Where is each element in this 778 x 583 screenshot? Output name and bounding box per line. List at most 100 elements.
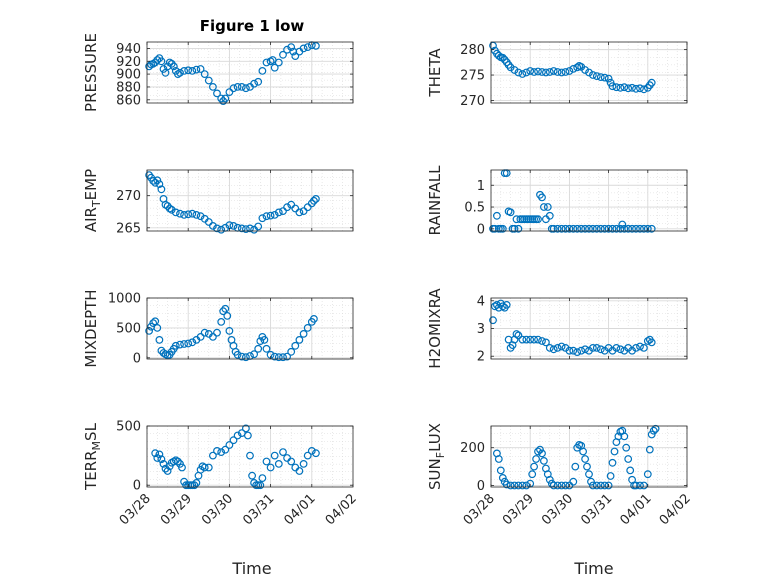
y-axis-label: THETA [426, 48, 444, 98]
data-point [542, 68, 550, 77]
y-axis-label: PRESSURE [82, 33, 100, 112]
data-point [270, 210, 279, 219]
data-point [270, 451, 279, 460]
data-point [213, 224, 221, 233]
data-point [589, 224, 597, 233]
data-point [553, 344, 562, 352]
data-point [188, 66, 197, 75]
data-point [592, 72, 601, 80]
data-point [587, 477, 595, 486]
axes-box [146, 169, 354, 232]
data-point [640, 224, 648, 233]
y-tick-label: 500 [116, 321, 141, 336]
data-point [530, 462, 538, 471]
data-point [632, 84, 640, 93]
data-point [569, 477, 578, 486]
data-point [624, 455, 633, 463]
data-point [287, 347, 296, 356]
data-point [512, 330, 521, 338]
data-point [545, 68, 554, 76]
panel-theta: 270 275 280 THETA [426, 41, 688, 109]
data-point [153, 324, 162, 332]
data-point [498, 474, 507, 482]
data-point [266, 463, 275, 472]
data-point [573, 348, 582, 357]
data-point [180, 66, 189, 75]
data-point [561, 68, 570, 76]
data-point [262, 457, 271, 466]
data-point [538, 68, 546, 76]
data-point [165, 58, 174, 67]
y-tick-label: 1000 [108, 292, 141, 307]
data-point [307, 447, 316, 455]
data-point [167, 205, 176, 214]
data-point [219, 307, 228, 316]
data-point [504, 335, 513, 344]
data-point [310, 196, 318, 205]
data-point [585, 470, 593, 479]
data-point [534, 67, 542, 76]
data-point [510, 66, 519, 74]
y-tick-label: 0 [133, 479, 141, 494]
data-point [604, 224, 613, 233]
panel-h2omixra: 2 3 4 H2OMIXRA [426, 288, 688, 369]
data-point [180, 210, 189, 219]
y-tick-label: 270 [460, 94, 485, 109]
data-point [557, 342, 566, 351]
data-point [538, 193, 546, 202]
data-point [522, 335, 531, 344]
data-point [246, 451, 254, 460]
data-point [279, 50, 287, 59]
data-point [518, 335, 527, 344]
data-point [624, 84, 633, 93]
data-point [545, 475, 554, 484]
data-point [176, 340, 184, 349]
data-point [155, 450, 164, 459]
x-axis-label-left: Time [231, 559, 271, 578]
data-point [274, 208, 283, 217]
data-point [233, 350, 242, 359]
y-tick-label: 860 [116, 93, 141, 108]
data-point [256, 481, 265, 490]
data-point [180, 340, 189, 348]
data-point [622, 443, 631, 452]
data-point [176, 209, 184, 218]
data-point [157, 455, 166, 464]
data-point [303, 43, 312, 51]
data-point [600, 73, 609, 82]
axes-box [490, 169, 688, 232]
data-point [581, 455, 589, 463]
data-point [192, 479, 201, 487]
data-point [169, 62, 178, 71]
data-point [291, 52, 300, 60]
data-point [600, 481, 609, 490]
data-point [510, 224, 519, 233]
data-point [608, 82, 617, 91]
data-point [565, 67, 574, 75]
axes-box [146, 297, 354, 360]
data-point [299, 460, 308, 468]
data-point [571, 462, 580, 471]
data-point [647, 430, 656, 439]
axes-box [490, 425, 688, 488]
data-point [241, 84, 250, 93]
data-point [643, 337, 652, 345]
data-point [190, 481, 199, 490]
data-point [295, 336, 304, 344]
data-point [229, 436, 238, 445]
data-point [557, 224, 566, 233]
data-point [241, 353, 250, 362]
data-point [534, 447, 542, 456]
data-point [295, 208, 304, 217]
data-point [604, 481, 613, 490]
data-point [171, 208, 180, 217]
data-point [585, 68, 593, 77]
data-point [225, 441, 234, 449]
data-point [159, 65, 168, 73]
data-point [589, 344, 597, 352]
data-point [581, 66, 589, 74]
data-point [151, 317, 160, 326]
data-point [565, 224, 574, 233]
data-point [254, 481, 263, 490]
